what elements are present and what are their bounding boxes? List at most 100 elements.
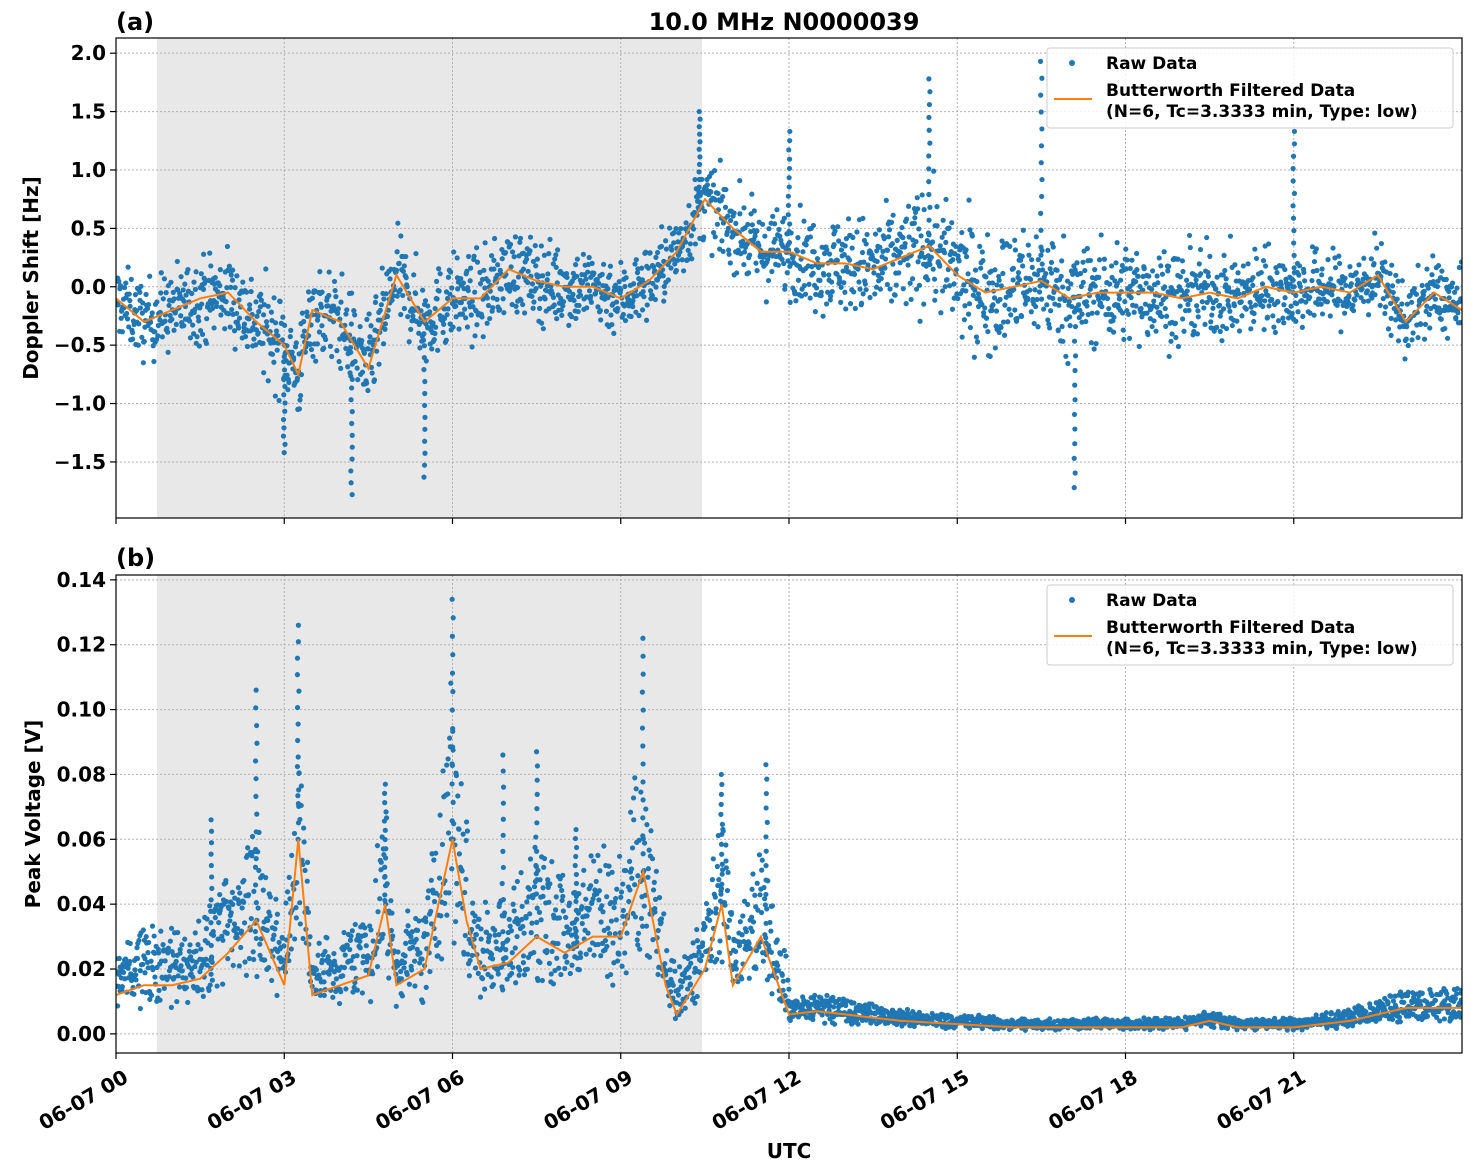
raw-data-point xyxy=(558,971,564,978)
raw-data-point xyxy=(1035,257,1041,263)
raw-data-point xyxy=(564,274,570,281)
raw-data-point xyxy=(469,298,475,304)
raw-data-point xyxy=(147,273,153,279)
raw-data-point xyxy=(889,241,895,247)
raw-data-point xyxy=(165,329,171,335)
raw-data-point xyxy=(240,279,246,285)
raw-data-point xyxy=(719,959,725,965)
raw-data-point xyxy=(927,140,933,146)
raw-data-point xyxy=(546,251,552,257)
raw-data-point xyxy=(894,237,900,243)
raw-data-point xyxy=(484,909,491,915)
raw-data-point xyxy=(490,305,496,311)
raw-data-point xyxy=(726,917,733,923)
raw-data-point xyxy=(926,166,932,172)
raw-data-point xyxy=(928,254,934,260)
raw-data-point xyxy=(309,295,315,301)
raw-data-point xyxy=(647,288,654,294)
raw-data-point xyxy=(559,887,565,894)
raw-data-point xyxy=(1266,303,1272,309)
raw-data-point xyxy=(152,950,158,956)
raw-data-point xyxy=(573,315,579,322)
raw-data-point xyxy=(1275,318,1282,324)
raw-data-point xyxy=(282,400,288,406)
raw-data-point xyxy=(926,153,932,159)
raw-data-point xyxy=(416,330,422,336)
raw-data-point xyxy=(560,872,566,878)
raw-data-point xyxy=(1133,278,1139,285)
raw-data-point xyxy=(911,1023,917,1030)
raw-data-point xyxy=(817,277,823,283)
raw-data-point xyxy=(525,279,531,286)
raw-data-point xyxy=(152,974,158,980)
raw-data-point xyxy=(179,968,185,974)
raw-data-point xyxy=(174,258,180,265)
raw-data-point xyxy=(859,249,866,256)
raw-data-point xyxy=(444,312,450,318)
raw-data-point xyxy=(1217,302,1223,308)
raw-data-point xyxy=(545,271,551,277)
raw-data-point xyxy=(1124,257,1130,263)
raw-data-point xyxy=(694,938,700,944)
raw-data-point xyxy=(194,334,200,340)
raw-data-point xyxy=(661,283,667,290)
raw-data-point xyxy=(161,985,167,991)
raw-data-point xyxy=(630,298,636,304)
raw-data-point xyxy=(978,265,984,271)
raw-data-point xyxy=(656,895,663,901)
raw-data-point xyxy=(678,226,684,232)
raw-data-point xyxy=(321,979,327,985)
raw-data-point xyxy=(140,360,146,366)
raw-data-point xyxy=(783,953,789,959)
raw-data-point xyxy=(1409,337,1415,343)
raw-data-point xyxy=(937,263,943,269)
raw-data-point xyxy=(368,323,374,329)
y-tick-label: 0.08 xyxy=(57,762,106,786)
raw-data-point xyxy=(953,267,959,273)
raw-data-point xyxy=(1192,323,1198,329)
raw-data-point xyxy=(720,248,726,254)
raw-data-point xyxy=(195,314,201,320)
raw-data-point xyxy=(579,904,585,910)
raw-data-point xyxy=(366,311,372,317)
raw-data-point xyxy=(1387,300,1394,307)
raw-data-point xyxy=(349,420,355,427)
raw-data-point xyxy=(576,302,582,309)
raw-data-point xyxy=(566,900,573,906)
raw-data-point xyxy=(772,221,778,227)
raw-data-point xyxy=(929,239,936,245)
raw-data-point xyxy=(1226,285,1232,291)
raw-data-point xyxy=(470,900,476,906)
raw-data-point xyxy=(1430,253,1436,259)
raw-data-point xyxy=(1169,331,1175,337)
raw-data-point xyxy=(378,859,384,865)
raw-data-point xyxy=(207,250,213,256)
raw-data-point xyxy=(462,932,468,939)
raw-data-point xyxy=(925,230,932,236)
raw-data-point xyxy=(759,857,765,863)
raw-data-point xyxy=(1369,295,1375,301)
raw-data-point xyxy=(1085,312,1091,318)
raw-data-point xyxy=(1251,318,1257,325)
raw-data-point xyxy=(469,952,475,959)
raw-data-point xyxy=(813,285,820,291)
raw-data-point xyxy=(496,932,502,938)
raw-data-point xyxy=(349,432,355,438)
raw-data-point xyxy=(317,992,324,998)
raw-data-point xyxy=(394,249,400,255)
raw-data-point xyxy=(1077,270,1084,277)
raw-data-point xyxy=(527,234,534,240)
raw-data-point xyxy=(1353,270,1359,276)
raw-data-point xyxy=(810,1016,816,1023)
raw-data-point xyxy=(1131,309,1137,315)
raw-data-point xyxy=(435,347,441,353)
raw-data-point xyxy=(712,894,718,900)
raw-data-point xyxy=(1091,346,1097,352)
raw-data-point xyxy=(344,307,350,313)
raw-data-point xyxy=(1162,284,1168,290)
raw-data-point xyxy=(501,310,507,316)
raw-data-point xyxy=(417,320,423,326)
raw-data-point xyxy=(1291,252,1297,259)
raw-data-point xyxy=(1275,299,1281,305)
raw-data-point xyxy=(1012,307,1018,313)
